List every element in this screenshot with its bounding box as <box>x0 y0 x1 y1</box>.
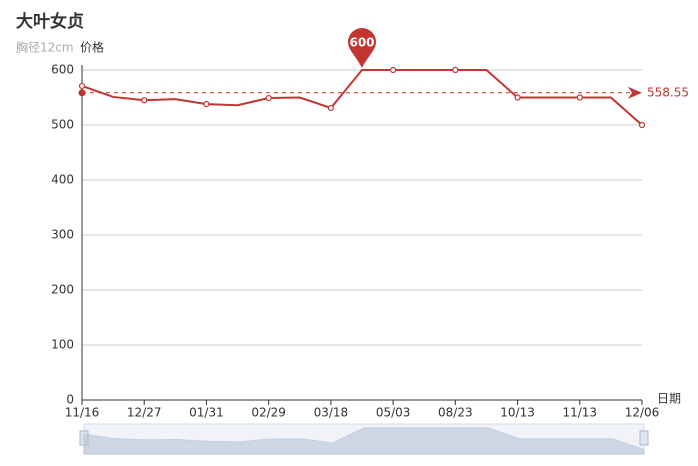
average-arrow <box>628 86 642 99</box>
y-tick-label: 400 <box>51 173 74 187</box>
x-tick-label: 08/23 <box>438 406 473 420</box>
x-axis-label: 日期 <box>657 392 681 406</box>
point <box>141 97 148 104</box>
point <box>78 82 86 90</box>
y-tick-label: 100 <box>51 338 74 352</box>
point <box>452 66 459 74</box>
max-pin <box>348 28 376 68</box>
x-tick-label: 11/13 <box>562 406 597 420</box>
point <box>390 66 397 74</box>
zoom-preview <box>83 427 645 455</box>
x-tick-label: 11/16 <box>65 406 100 420</box>
x-tick-label: 10/13 <box>500 406 535 420</box>
x-tick-label: 05/03 <box>376 406 411 420</box>
y-tick-label: 0 <box>66 393 74 407</box>
max-label: 600 <box>349 36 374 50</box>
chart-title: 大叶女贞 <box>16 11 84 32</box>
y-tick-label: 500 <box>51 118 74 132</box>
x-tick-label: 03/18 <box>314 406 349 420</box>
legend-label[interactable]: 价格 <box>80 40 104 55</box>
point <box>576 94 583 101</box>
average-start <box>78 89 86 97</box>
point <box>514 94 521 101</box>
zoom-handle[interactable] <box>639 430 649 446</box>
y-tick-label: 200 <box>51 283 74 297</box>
point <box>638 121 646 129</box>
point <box>203 100 210 108</box>
x-tick-label: 01/31 <box>189 406 224 420</box>
point <box>327 104 334 112</box>
point <box>265 94 272 102</box>
y-tick-label: 600 <box>51 63 74 77</box>
x-tick-label: 02/29 <box>251 406 286 420</box>
average-label: 558.55 <box>647 85 689 99</box>
line <box>81 69 643 126</box>
x-tick-label: 12/27 <box>127 406 162 420</box>
chart-subtitle: 胸径12cm <box>16 40 74 55</box>
x-tick-label: 12/06 <box>625 406 660 420</box>
y-tick-label: 300 <box>51 228 74 242</box>
